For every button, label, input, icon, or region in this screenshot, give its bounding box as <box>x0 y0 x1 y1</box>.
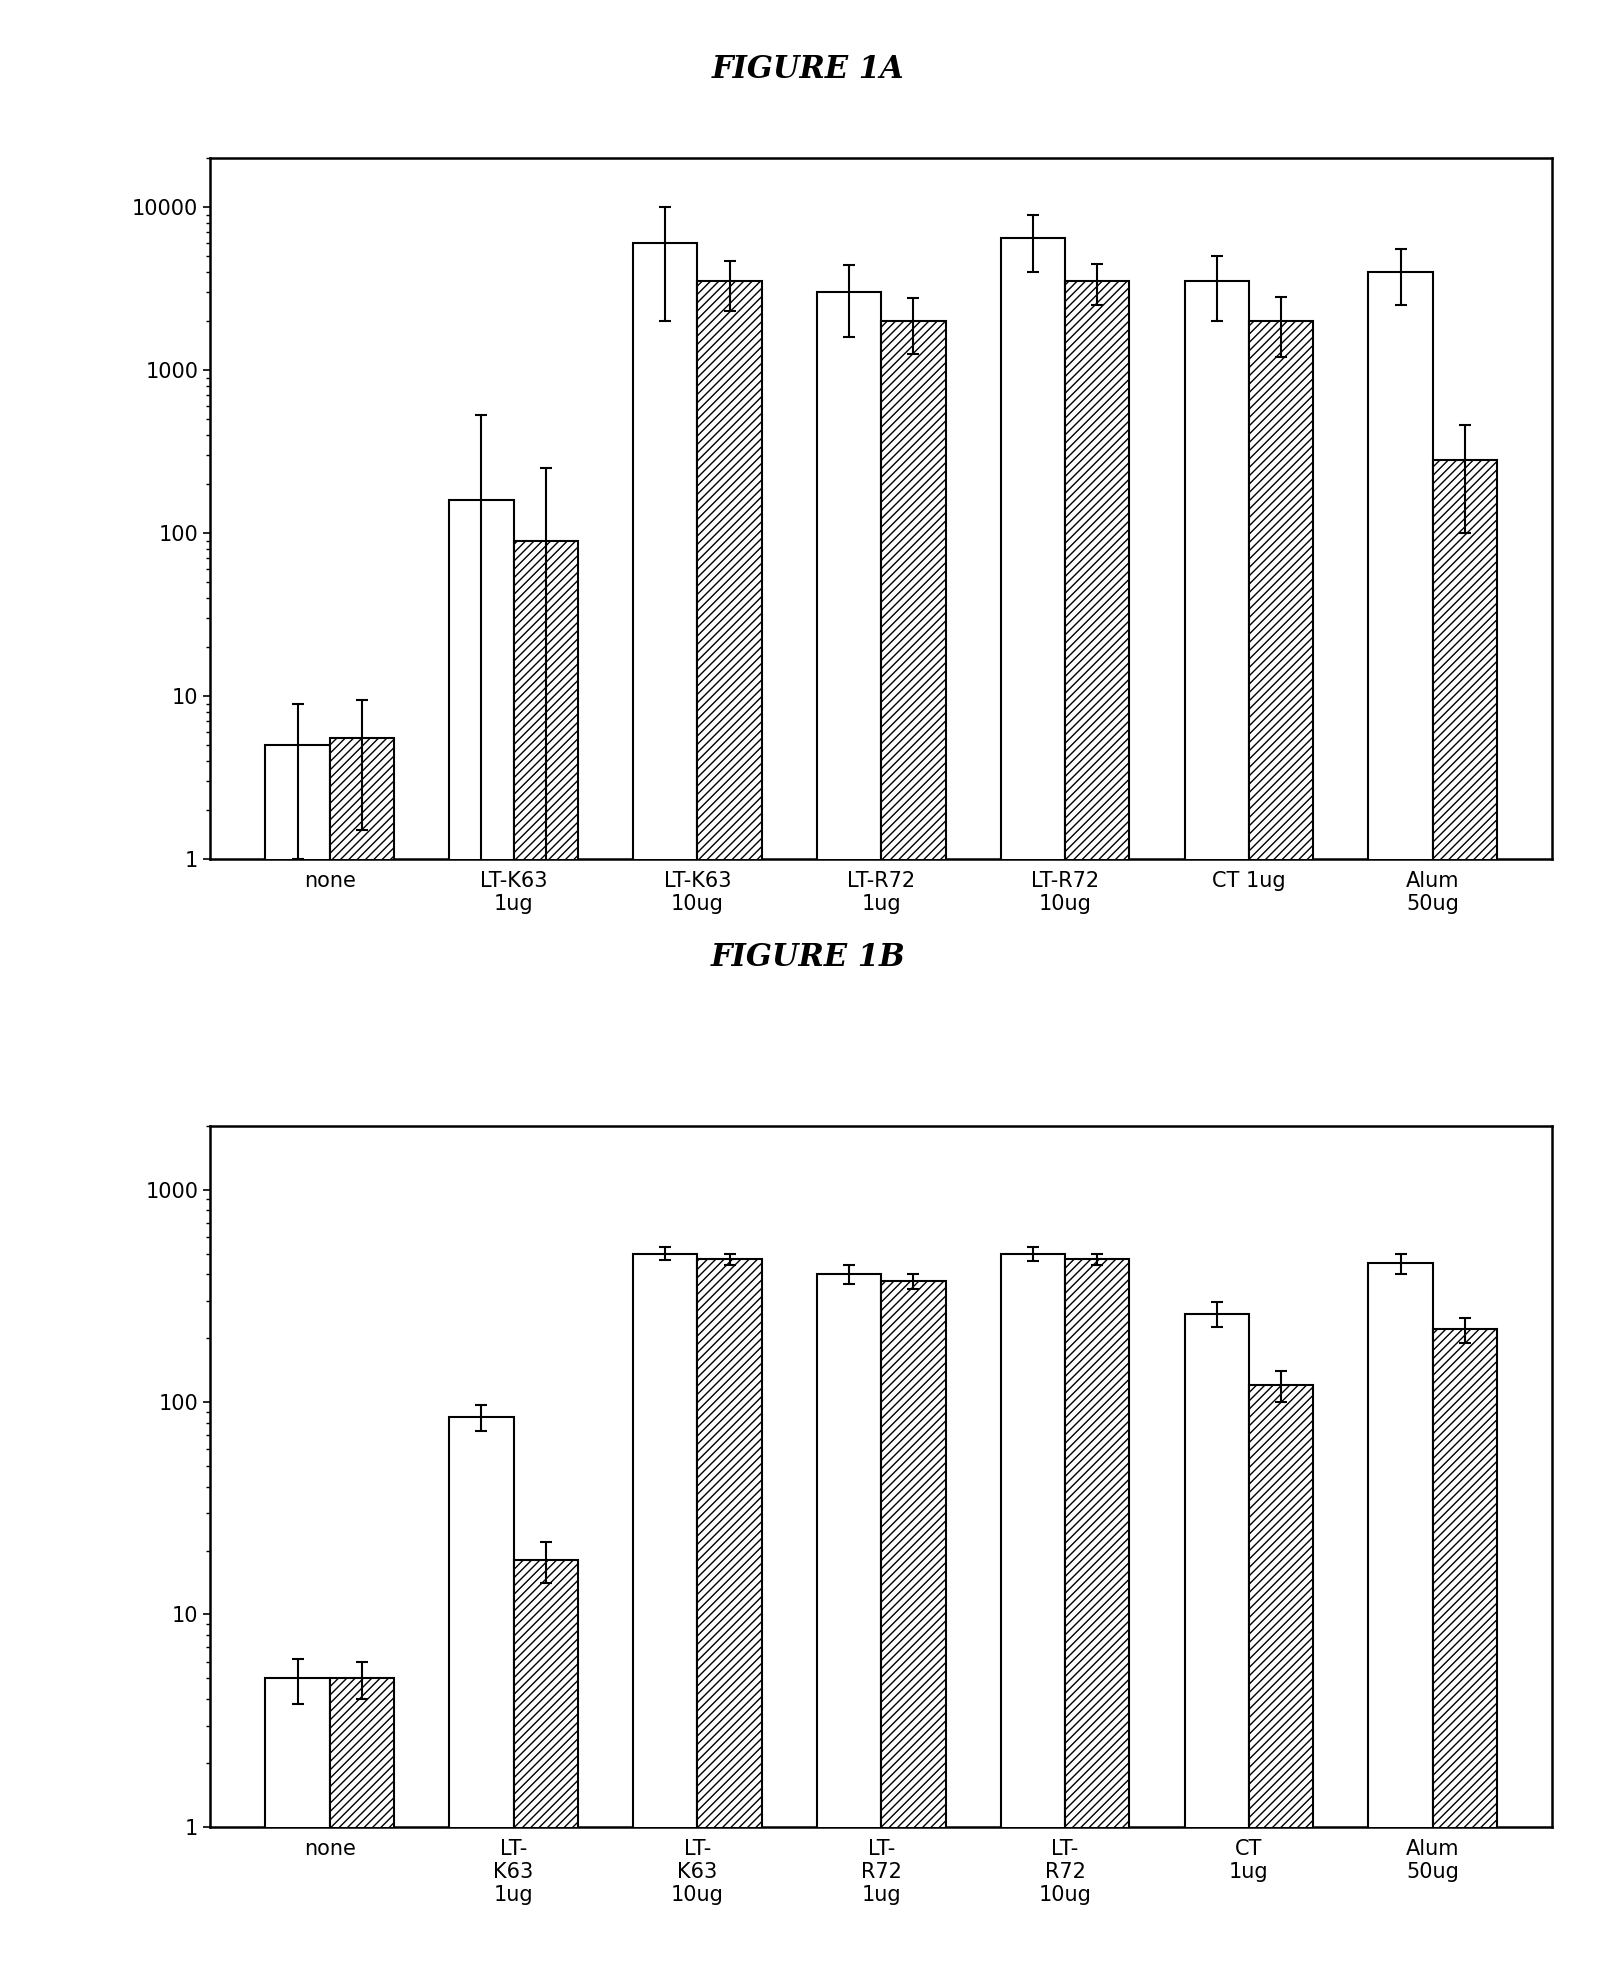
Text: FIGURE 1A: FIGURE 1A <box>711 53 906 85</box>
Bar <box>881 322 946 1975</box>
Bar <box>881 1282 946 1975</box>
Bar <box>1066 280 1129 1975</box>
Bar <box>450 1418 514 1975</box>
Bar <box>1001 1254 1066 1975</box>
Bar <box>1248 1384 1313 1975</box>
Bar <box>697 1260 762 1975</box>
Bar <box>817 292 881 1975</box>
Text: FIGURE 1B: FIGURE 1B <box>711 942 906 974</box>
Bar <box>1248 322 1313 1975</box>
Bar <box>634 1254 697 1975</box>
Bar <box>1433 460 1497 1975</box>
Bar <box>1433 1329 1497 1975</box>
Bar <box>1368 1264 1433 1975</box>
Bar <box>265 745 330 1975</box>
Bar <box>330 1679 395 1975</box>
Bar <box>697 280 762 1975</box>
Bar <box>1185 1313 1248 1975</box>
Bar <box>817 1274 881 1975</box>
Bar <box>634 243 697 1975</box>
Bar <box>514 541 577 1975</box>
Bar <box>1368 273 1433 1975</box>
Bar <box>1066 1260 1129 1975</box>
Bar <box>1001 237 1066 1975</box>
Bar <box>330 739 395 1975</box>
Bar <box>450 500 514 1975</box>
Bar <box>514 1560 577 1975</box>
Bar <box>265 1679 330 1975</box>
Bar <box>1185 280 1248 1975</box>
